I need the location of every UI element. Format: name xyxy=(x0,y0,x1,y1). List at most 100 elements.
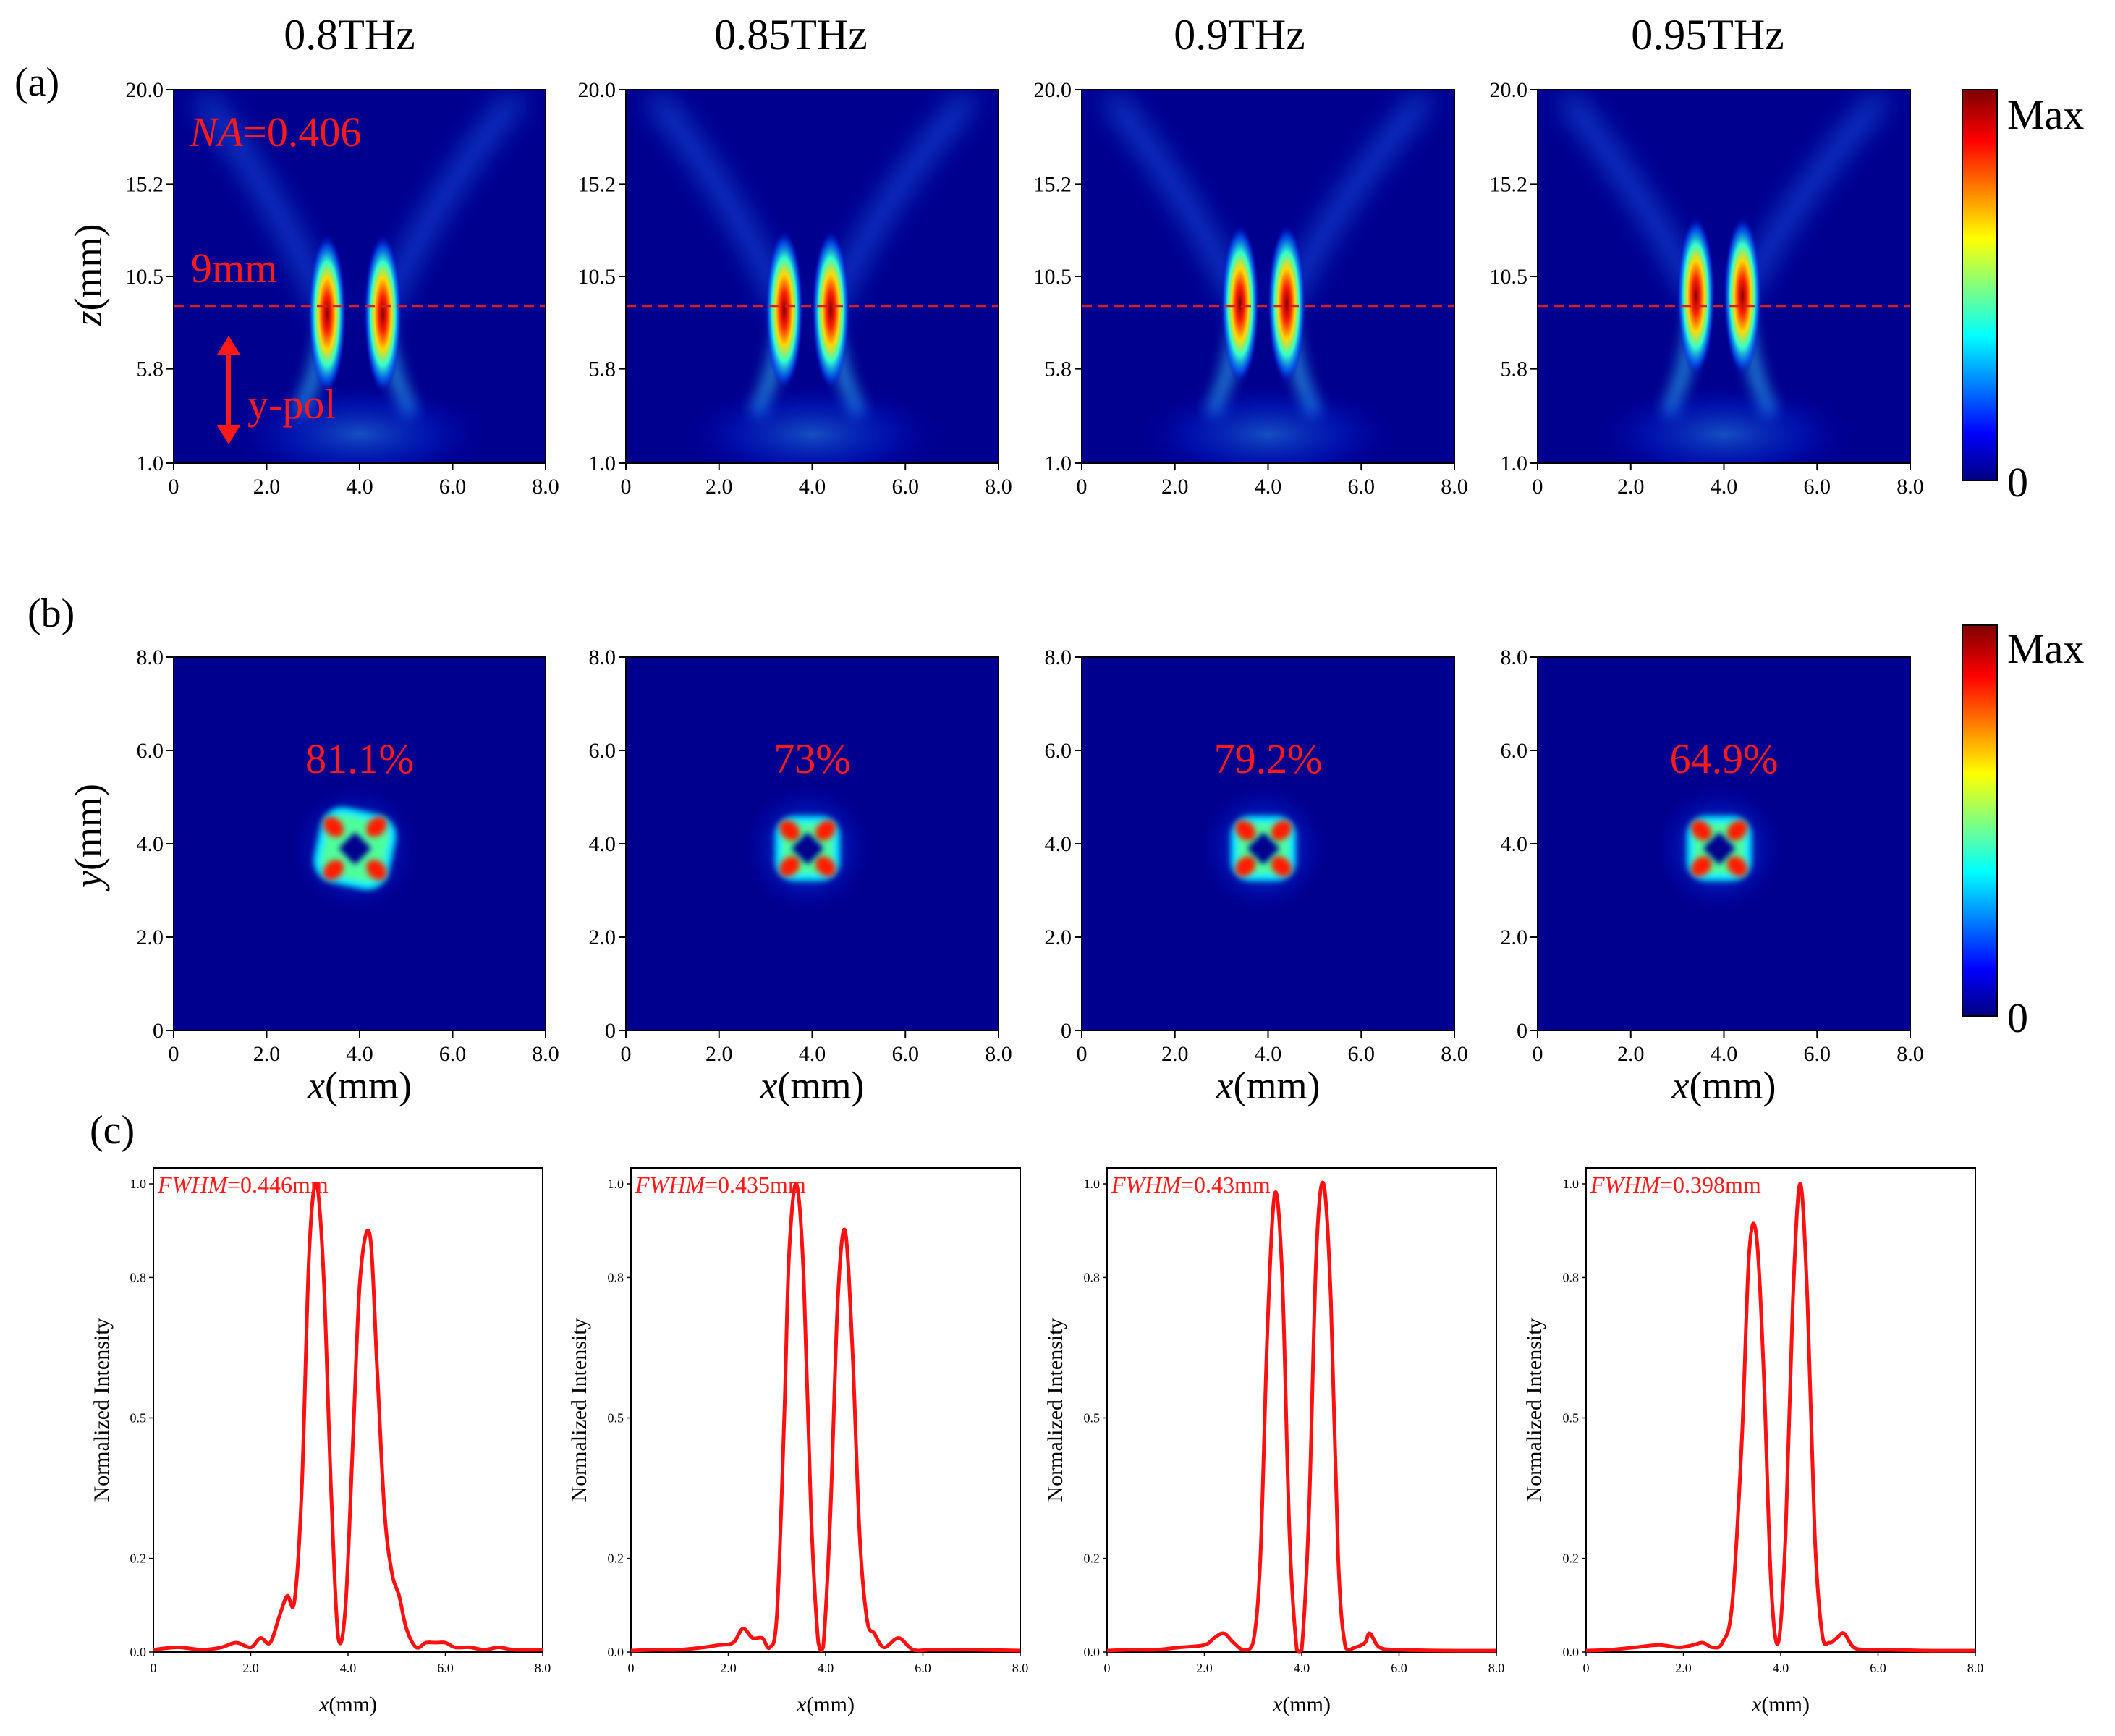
fwhm-label-2: FWHM=0.43mm xyxy=(1111,1172,1271,1198)
noise-haze xyxy=(1593,384,1855,463)
ytick-label: 0.8 xyxy=(1563,1270,1580,1284)
ytick-label: 0.2 xyxy=(1084,1551,1101,1566)
freq-header-3: 0.95THz xyxy=(1631,11,1784,59)
xtick-label: 0 xyxy=(628,1661,635,1675)
ytick-label: 0.5 xyxy=(1563,1411,1580,1426)
xlabel-unit: (mm) xyxy=(329,1693,377,1716)
ring-hotspot-2 xyxy=(323,860,344,881)
xtick-label: 4.0 xyxy=(799,1042,826,1066)
ytick-label: 0.2 xyxy=(608,1551,624,1566)
intensity-line xyxy=(1585,1182,1976,1653)
row-b-heatmaps: 81.1%8.06.04.02.000 2.0 4.0 6.0 8.0x(mm)73%8… xyxy=(137,645,1924,1107)
ytick-label: 0.8 xyxy=(1084,1270,1101,1284)
focal-lobe-1 xyxy=(364,234,402,394)
ytick-label: 15.2 xyxy=(1034,172,1072,196)
panel-label-c: (c) xyxy=(90,1108,135,1153)
xtick-label: 0 xyxy=(1533,1042,1543,1066)
focal-lobe-0 xyxy=(765,230,803,390)
fwhm-value: =0.446mm xyxy=(227,1172,329,1198)
xtick-label: 0 xyxy=(151,1661,157,1675)
heatmap-a-1: 20.0 15.2 10.5 5.8 1.00 2.0 4.0 6.0 8.0 xyxy=(578,78,1012,499)
xtick-label: 6.0 xyxy=(439,475,467,499)
xtick-label: 8.0 xyxy=(1488,1661,1505,1675)
ytick-label: 5.8 xyxy=(589,357,616,381)
efficiency-label-3: 64.9% xyxy=(1670,735,1779,782)
xtick-label: 2.0 xyxy=(253,1042,281,1066)
ytick-label: 1.0 xyxy=(1084,1177,1101,1191)
ring-hotspot-1 xyxy=(366,816,387,837)
xlabel-unit: (mm) xyxy=(806,1693,855,1716)
heatmap-b-1: 73% 8.0 6.0 4.0 2.0 00 2.0 4.0 6.0 8.0 x(mm) xyxy=(589,645,1012,1107)
xtick-label: 2.0 xyxy=(1675,1661,1692,1675)
ring-hotspot-0 xyxy=(779,820,800,841)
ytick-label: 10.5 xyxy=(578,265,616,289)
fwhm-value: =0.398mm xyxy=(1660,1172,1761,1198)
xtick-label: 0 xyxy=(1077,475,1088,499)
xlabel-var: x xyxy=(760,1064,778,1107)
panel-label-b: (b) xyxy=(27,591,75,636)
ring-center xyxy=(791,831,824,865)
xlabel-var: x xyxy=(1671,1064,1690,1107)
xtick-label: 0 xyxy=(1104,1661,1111,1675)
colorbar-min-label-a: 0 xyxy=(2007,459,2028,506)
xtick-label: 0 xyxy=(621,475,632,499)
heatmap-b-0: 81.1% 8.0 6.0 4.0 2.0 00 2.0 4.0 6.0 8.0 x(mm) xyxy=(137,645,559,1107)
xtick-label: 6.0 xyxy=(1348,475,1376,499)
xtick-label: 4.0 xyxy=(1255,1042,1282,1066)
xtick-label: 2.0 xyxy=(1196,1661,1213,1675)
na-annotation: NA=0.406 xyxy=(189,109,361,156)
ytick-label: 0.5 xyxy=(608,1411,624,1426)
ytick-label: 20.0 xyxy=(1034,78,1072,102)
noise-haze xyxy=(682,384,943,463)
row-b-xlabel-0: x(mm) xyxy=(307,1064,412,1107)
xtick-label: 8.0 xyxy=(1441,475,1468,499)
xlabel-var: x xyxy=(1272,1693,1283,1716)
ring-center xyxy=(1247,831,1280,865)
ytick-label: 8.0 xyxy=(589,645,616,669)
ring-hotspot-1 xyxy=(1271,820,1292,841)
xlabel-unit: (mm) xyxy=(1761,1693,1810,1716)
xtick-label: 6.0 xyxy=(915,1661,931,1675)
efficiency-label-2: 79.2% xyxy=(1214,735,1323,782)
freq-header-0: 0.8THz xyxy=(284,11,415,59)
xlabel-var: x xyxy=(796,1693,807,1716)
row-b-xlabel-2: x(mm) xyxy=(1216,1064,1321,1107)
row-a-ylabel: z(mm) xyxy=(67,224,110,327)
xtick-label: 0 xyxy=(1533,475,1543,499)
profile-plot-2: FWHM=0.43mm 1.0 0.8 0.5 0.2 0.00 2.0 4.0 6.0 8.0 N… xyxy=(1043,1167,1505,1716)
xtick-label: 0 xyxy=(169,1042,179,1066)
ytick-label: 0.8 xyxy=(130,1270,147,1284)
freq-header-1: 0.85THz xyxy=(714,11,868,59)
fwhm-label-0: FWHM=0.446mm xyxy=(157,1172,329,1198)
xtick-label: 4.0 xyxy=(1711,1042,1738,1066)
xlabel-var: x xyxy=(307,1064,325,1107)
xlabel-unit: (mm) xyxy=(1689,1064,1776,1107)
ytick-label: 4.0 xyxy=(1045,832,1072,856)
ytick-label: 8.0 xyxy=(137,645,164,669)
ytick-label: 15.2 xyxy=(126,172,164,196)
ytick-label: 1.0 xyxy=(1045,452,1072,475)
xlabel-var: x xyxy=(318,1693,329,1716)
ytick-label: 20.0 xyxy=(126,78,164,102)
xtick-label: 8.0 xyxy=(532,475,559,499)
ytick-label: 0.0 xyxy=(1563,1645,1580,1659)
xtick-label: 4.0 xyxy=(340,1661,357,1675)
ytick-label: 2.0 xyxy=(1501,926,1528,949)
focal-lobe-0 xyxy=(308,234,347,394)
xtick-label: 2.0 xyxy=(705,1042,733,1066)
ytick-label: 15.2 xyxy=(578,172,616,196)
ytick-label: 0 xyxy=(1517,1019,1527,1043)
fwhm-var: FWHM xyxy=(635,1172,706,1198)
ytick-label: 20.0 xyxy=(1490,78,1528,102)
xtick-label: 0 xyxy=(1077,1042,1088,1066)
heatmap-a-2: 20.0 15.2 10.5 5.8 1.00 2.0 4.0 6.0 8.0 xyxy=(1034,78,1468,499)
ytick-label: 6.0 xyxy=(589,739,616,763)
polarization-arrow-icon xyxy=(217,336,240,444)
xtick-label: 6.0 xyxy=(439,1042,467,1066)
fwhm-var: FWHM xyxy=(1111,1172,1182,1198)
ytick-label: 5.8 xyxy=(1045,357,1072,381)
ytick-label: 0.8 xyxy=(608,1270,624,1284)
fwhm-var: FWHM xyxy=(1590,1172,1661,1198)
ytick-label: 1.0 xyxy=(1501,452,1528,475)
